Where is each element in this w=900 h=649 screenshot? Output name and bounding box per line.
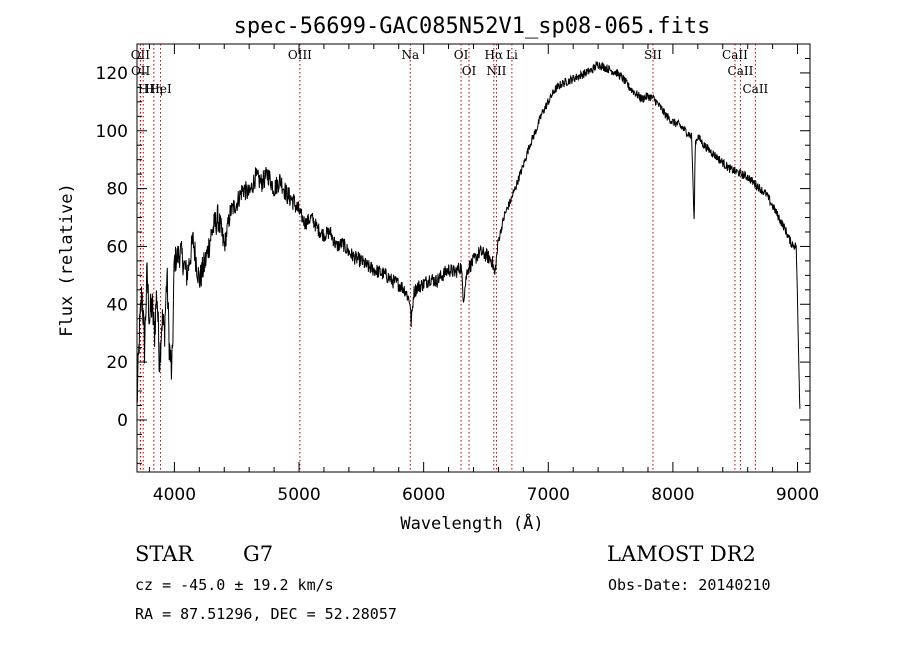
observation-date: Obs-Date: 20140210 <box>608 576 771 594</box>
marker-label-3: H <box>138 82 148 96</box>
object-subclass: G7 <box>243 542 273 566</box>
y-tick-label-5: 100 <box>96 122 128 142</box>
marker-label-15: CaII <box>742 82 768 96</box>
marker-label-1: OII <box>131 48 151 62</box>
x-axis-label: Wavelength (Å) <box>400 512 543 534</box>
chart-title: spec-56699-GAC085N52V1_sp08-065.fits <box>234 14 711 39</box>
x-tick-label-1: 5000 <box>277 485 320 505</box>
marker-label-9: Hα <box>485 48 504 62</box>
marker-label-5: OIII <box>288 48 312 62</box>
marker-label-2: OII <box>131 64 151 78</box>
y-tick-label-6: 120 <box>96 64 128 84</box>
marker-label-6: Na <box>401 48 419 62</box>
x-tick-label-2: 6000 <box>402 485 445 505</box>
coordinates: RA = 87.51296, DEC = 52.28057 <box>135 605 397 623</box>
marker-label-4: HeI <box>149 82 172 96</box>
x-tick-label-3: 7000 <box>527 485 570 505</box>
survey-name: LAMOST DR2 <box>607 542 756 566</box>
spectrum-series-line <box>136 60 801 409</box>
y-tick-label-4: 80 <box>106 180 128 200</box>
redshift-cz: cz = -45.0 ± 19.2 km/s <box>135 576 334 594</box>
x-tick-label-4: 8000 <box>651 485 694 505</box>
marker-label-0: Hη <box>145 82 163 96</box>
axis-ticks: 4000 5000 6000 7000 8000 9000 0 20 40 60 80 100 120 <box>96 44 819 505</box>
y-tick-label-3: 60 <box>106 237 128 257</box>
marker-label-8: OI <box>462 64 477 78</box>
y-tick-label-1: 20 <box>106 353 128 373</box>
marker-label-14: CaII <box>728 64 754 78</box>
x-tick-label-5: 9000 <box>776 485 819 505</box>
y-tick-label-2: 40 <box>106 295 128 315</box>
y-tick-label-0: 0 <box>117 411 128 431</box>
x-tick-label-0: 4000 <box>153 485 196 505</box>
marker-label-10: NII <box>486 64 506 78</box>
marker-label-7: OI <box>454 48 469 62</box>
plot-frame <box>136 43 811 473</box>
marker-label-11: Li <box>506 48 518 62</box>
object-type: STAR <box>135 542 194 566</box>
marker-label-12: SII <box>644 48 662 62</box>
marker-label-13: CaII <box>722 48 748 62</box>
y-axis-label: Flux (relative) <box>57 183 77 337</box>
